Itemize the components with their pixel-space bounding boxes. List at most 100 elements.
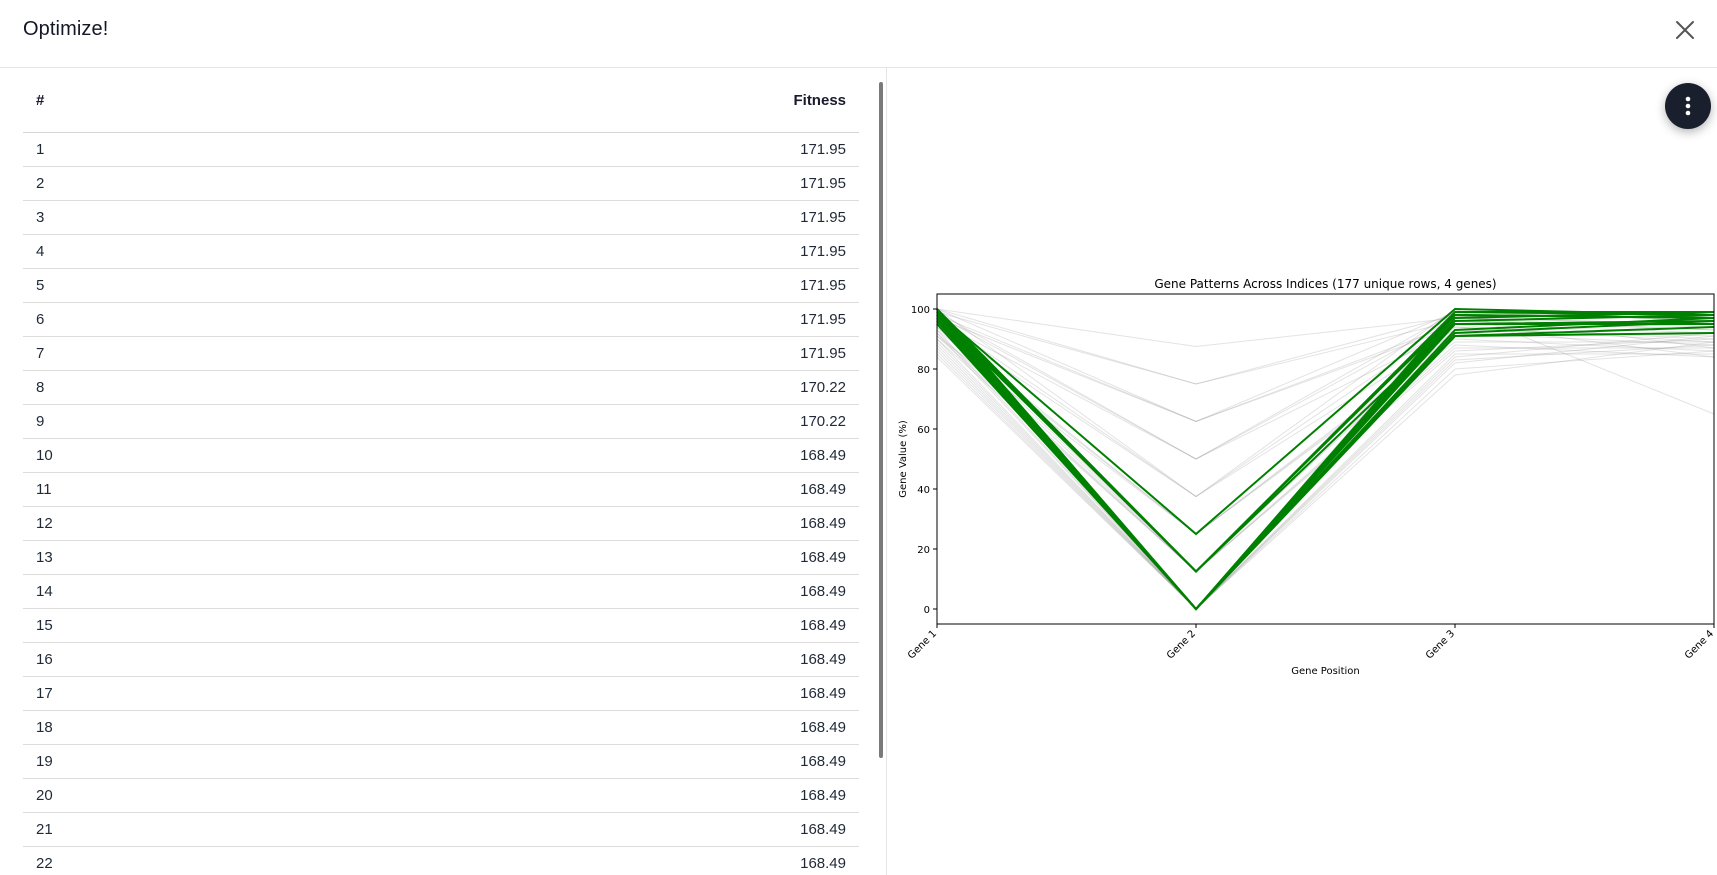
y-tick-label: 100 (911, 305, 930, 316)
row-index: 6 (23, 302, 318, 337)
highlight-series-line (936, 317, 1715, 611)
x-tick-label: Gene 3 (1424, 628, 1457, 661)
x-tick-label: Gene 1 (906, 628, 939, 661)
y-axis-label: Gene Value (%) (898, 420, 909, 498)
row-index: 11 (23, 472, 318, 507)
row-fitness: 168.49 (317, 778, 859, 813)
background-series-line (936, 335, 1714, 573)
table-row[interactable]: 3 171.95 (23, 200, 859, 235)
row-fitness: 168.49 (317, 744, 859, 779)
background-series-line (936, 329, 1714, 535)
chart-menu-button[interactable] (1665, 83, 1711, 129)
row-index: 18 (23, 710, 318, 745)
table-row[interactable]: 16 168.49 (23, 642, 859, 677)
background-series-line (936, 308, 1715, 348)
table-row[interactable]: 15 168.49 (23, 608, 859, 643)
highlight-series-line (936, 307, 1715, 536)
background-series-line (936, 320, 1715, 460)
row-index: 15 (23, 608, 318, 643)
row-fitness: 168.49 (317, 608, 859, 643)
row-index: 1 (23, 132, 318, 167)
row-fitness: 171.95 (317, 166, 859, 201)
close-button[interactable] (1671, 16, 1699, 44)
x-tick-label: Gene 2 (1165, 628, 1198, 661)
dialog-header: Optimize! (0, 0, 1717, 68)
row-fitness: 171.95 (317, 132, 859, 167)
row-fitness: 171.95 (317, 234, 859, 269)
row-fitness: 168.49 (317, 676, 859, 711)
table-row[interactable]: 1 171.95 (23, 132, 859, 167)
table-row[interactable]: 5 171.95 (23, 268, 859, 303)
row-index: 22 (23, 846, 318, 875)
row-fitness: 171.95 (317, 336, 859, 371)
row-fitness: 168.49 (317, 506, 859, 541)
background-series-line (936, 317, 1715, 423)
background-series-line (936, 344, 1715, 610)
background-series-line (936, 332, 1715, 573)
row-fitness: 168.49 (317, 642, 859, 677)
table-header-row: # Fitness (23, 68, 859, 133)
row-index: 14 (23, 574, 318, 609)
table-row[interactable]: 6 171.95 (23, 302, 859, 337)
chart-title: Gene Patterns Across Indices (177 unique… (1154, 277, 1496, 291)
background-series-line (936, 341, 1715, 610)
row-index: 4 (23, 234, 318, 269)
y-tick-label: 0 (924, 605, 930, 616)
row-index: 19 (23, 744, 318, 779)
column-header-index[interactable]: # (23, 68, 318, 133)
background-series-line (936, 341, 1714, 610)
row-index: 17 (23, 676, 318, 711)
table-scrollbar[interactable] (879, 82, 883, 758)
table-body: 1 171.95 2 171.95 3 171.95 4 171.95 5 171.95 6 171.… (23, 132, 859, 875)
table-row[interactable]: 18 168.49 (23, 710, 859, 745)
close-icon (1676, 21, 1694, 39)
more-vertical-icon (1685, 96, 1691, 116)
table-row[interactable]: 10 168.49 (23, 438, 859, 473)
table-row[interactable]: 22 168.49 (23, 846, 859, 875)
row-fitness: 171.95 (317, 302, 859, 337)
table-row[interactable]: 2 171.95 (23, 166, 859, 201)
column-header-fitness[interactable]: Fitness (317, 68, 859, 133)
y-tick-label: 80 (917, 365, 930, 376)
highlight-series-line (936, 320, 1715, 611)
background-series-line (936, 332, 1715, 610)
table-row[interactable]: 13 168.49 (23, 540, 859, 575)
highlight-series-line (936, 308, 1715, 611)
table-row[interactable]: 14 168.49 (23, 574, 859, 609)
table-row[interactable]: 7 171.95 (23, 336, 859, 371)
highlight-series-line (936, 311, 1715, 573)
background-series-line (936, 326, 1715, 535)
x-tick-label: Gene 4 (1683, 628, 1716, 661)
row-index: 5 (23, 268, 318, 303)
row-index: 8 (23, 370, 318, 405)
row-index: 13 (23, 540, 318, 575)
row-index: 9 (23, 404, 318, 439)
background-series-line (936, 335, 1715, 610)
row-index: 12 (23, 506, 318, 541)
background-series-line (936, 314, 1715, 460)
table-row[interactable]: 11 168.49 (23, 472, 859, 507)
table-row[interactable]: 9 170.22 (23, 404, 859, 439)
table-row[interactable]: 17 168.49 (23, 676, 859, 711)
row-fitness: 170.22 (317, 370, 859, 405)
background-series-line (936, 350, 1715, 610)
table-row[interactable]: 20 168.49 (23, 778, 859, 813)
background-series-line (936, 308, 1715, 385)
row-index: 2 (23, 166, 318, 201)
row-fitness: 171.95 (317, 268, 859, 303)
row-index: 3 (23, 200, 318, 235)
table-row[interactable]: 4 171.95 (23, 234, 859, 269)
plot-frame (936, 293, 1715, 625)
results-panel: # Fitness 1 171.95 2 171.95 3 171.95 4 171.95 5 1… (0, 68, 887, 875)
x-axis-label: Gene Position (1291, 666, 1360, 677)
y-tick-label: 40 (917, 485, 930, 496)
table-row[interactable]: 21 168.49 (23, 812, 859, 847)
row-index: 21 (23, 812, 318, 847)
table-row[interactable]: 19 168.49 (23, 744, 859, 779)
chart-svg: Gene Patterns Across Indices (177 unique… (898, 277, 1716, 677)
row-fitness: 168.49 (317, 438, 859, 473)
table-row[interactable]: 8 170.22 (23, 370, 859, 405)
table-row[interactable]: 12 168.49 (23, 506, 859, 541)
row-fitness: 168.49 (317, 846, 859, 875)
dialog-title: Optimize! (23, 18, 109, 40)
